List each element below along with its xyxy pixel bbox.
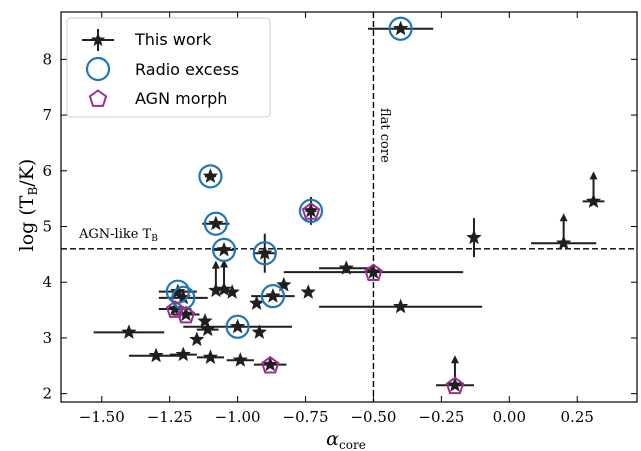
plot-frame: [60, 11, 638, 403]
star-marker: [466, 229, 482, 245]
star-marker: [189, 331, 205, 347]
y-tick-label: 6: [42, 162, 52, 180]
lower-limit-arrowhead: [589, 171, 598, 180]
radio-excess-marker: [225, 314, 250, 339]
star-marker: [208, 282, 224, 298]
radio-excess-marker: [203, 211, 228, 236]
data-markers: [121, 16, 602, 395]
legend-star: [90, 32, 106, 47]
star-marker: [555, 235, 572, 250]
legend-box: [66, 17, 271, 118]
star-marker: [148, 347, 164, 363]
legend-symbol-radio-excess: [85, 56, 111, 82]
tick-labels: −1.50 −1.25 −1.00 −0.75 −0.50 −0.25 0.00 0.25 2 3…: [42, 50, 593, 426]
radio-excess-marker: [198, 164, 223, 189]
star-marker: [447, 377, 463, 392]
radio-excess-marker: [260, 284, 286, 309]
star-marker: [585, 193, 602, 209]
x-tick-label: −0.50: [350, 408, 396, 426]
star-marker: [202, 168, 219, 183]
y-tick-label: 5: [42, 218, 52, 236]
legend-circle: [85, 56, 111, 82]
y-tick-label: 3: [42, 329, 52, 347]
star-marker: [216, 281, 232, 297]
lower-limit-arrowhead: [559, 213, 568, 222]
star-marker: [197, 313, 213, 328]
star-marker: [256, 245, 273, 260]
agn-morph-marker: [165, 300, 185, 318]
star-marker: [199, 321, 216, 337]
agn-morph-marker: [260, 355, 280, 374]
y-axis-label: log (TB/K): [16, 159, 40, 252]
agn-morph-marker: [364, 263, 383, 282]
legend-label-radio-excess: Radio excess: [135, 60, 239, 79]
x-tick-label: −1.25: [147, 408, 193, 426]
legend-label-agn-morph: AGN morph: [135, 89, 227, 108]
agn-like-tb-label: AGN-like TB: [78, 227, 158, 244]
star-marker: [121, 324, 137, 339]
radio-excess-marker: [388, 16, 413, 41]
x-tick-label: 0.25: [561, 408, 594, 426]
flat-core-label: flat core: [377, 108, 392, 163]
radio-excess-marker: [298, 198, 324, 223]
radio-excess-marker: [211, 237, 237, 262]
lower-limit-arrowhead: [211, 260, 220, 269]
agn-morph-marker: [445, 376, 465, 395]
star-marker: [202, 349, 219, 365]
lower-limit-arrowhead: [450, 355, 459, 364]
legend-symbol-this-work: [82, 29, 114, 51]
legend-pentagon: [88, 89, 108, 107]
radio-excess-marker: [252, 241, 277, 266]
star-marker: [338, 260, 355, 275]
star-marker: [175, 346, 192, 362]
star-marker: [392, 298, 409, 314]
x-tick-label: −0.75: [283, 408, 329, 426]
legend-symbol-agn-morph: [88, 89, 108, 107]
star-marker: [229, 318, 246, 334]
star-marker: [300, 284, 317, 299]
star-marker: [216, 241, 232, 257]
star-marker: [208, 215, 224, 231]
star-marker: [265, 287, 281, 303]
y-tick-label: 8: [42, 50, 52, 68]
reference-line-labels: AGN-like TB flat core: [78, 108, 392, 244]
legend: This work Radio excess AGN morph: [66, 17, 271, 118]
axis-ticks: [61, 12, 637, 402]
y-tick-label: 2: [42, 385, 52, 403]
star-marker: [262, 356, 279, 372]
x-tick-label: −1.50: [79, 408, 125, 426]
x-tick-label: −0.25: [418, 408, 464, 426]
y-tick-label: 7: [42, 106, 52, 124]
star-marker: [170, 283, 186, 299]
star-marker: [251, 324, 268, 339]
star-marker: [392, 20, 409, 36]
agn-morph-marker: [301, 202, 321, 220]
lower-limit-arrowhead: [220, 259, 229, 268]
star-marker: [232, 352, 249, 367]
x-axis-label: αcore: [326, 428, 366, 451]
reference-lines: [61, 12, 637, 402]
x-tick-label: 0.00: [493, 408, 526, 426]
agn-morph-marker: [176, 305, 196, 324]
y-tick-label: 4: [42, 273, 52, 291]
star-marker: [275, 276, 292, 292]
legend-label-this-work: This work: [134, 30, 212, 49]
x-tick-label: −1.00: [215, 408, 261, 426]
